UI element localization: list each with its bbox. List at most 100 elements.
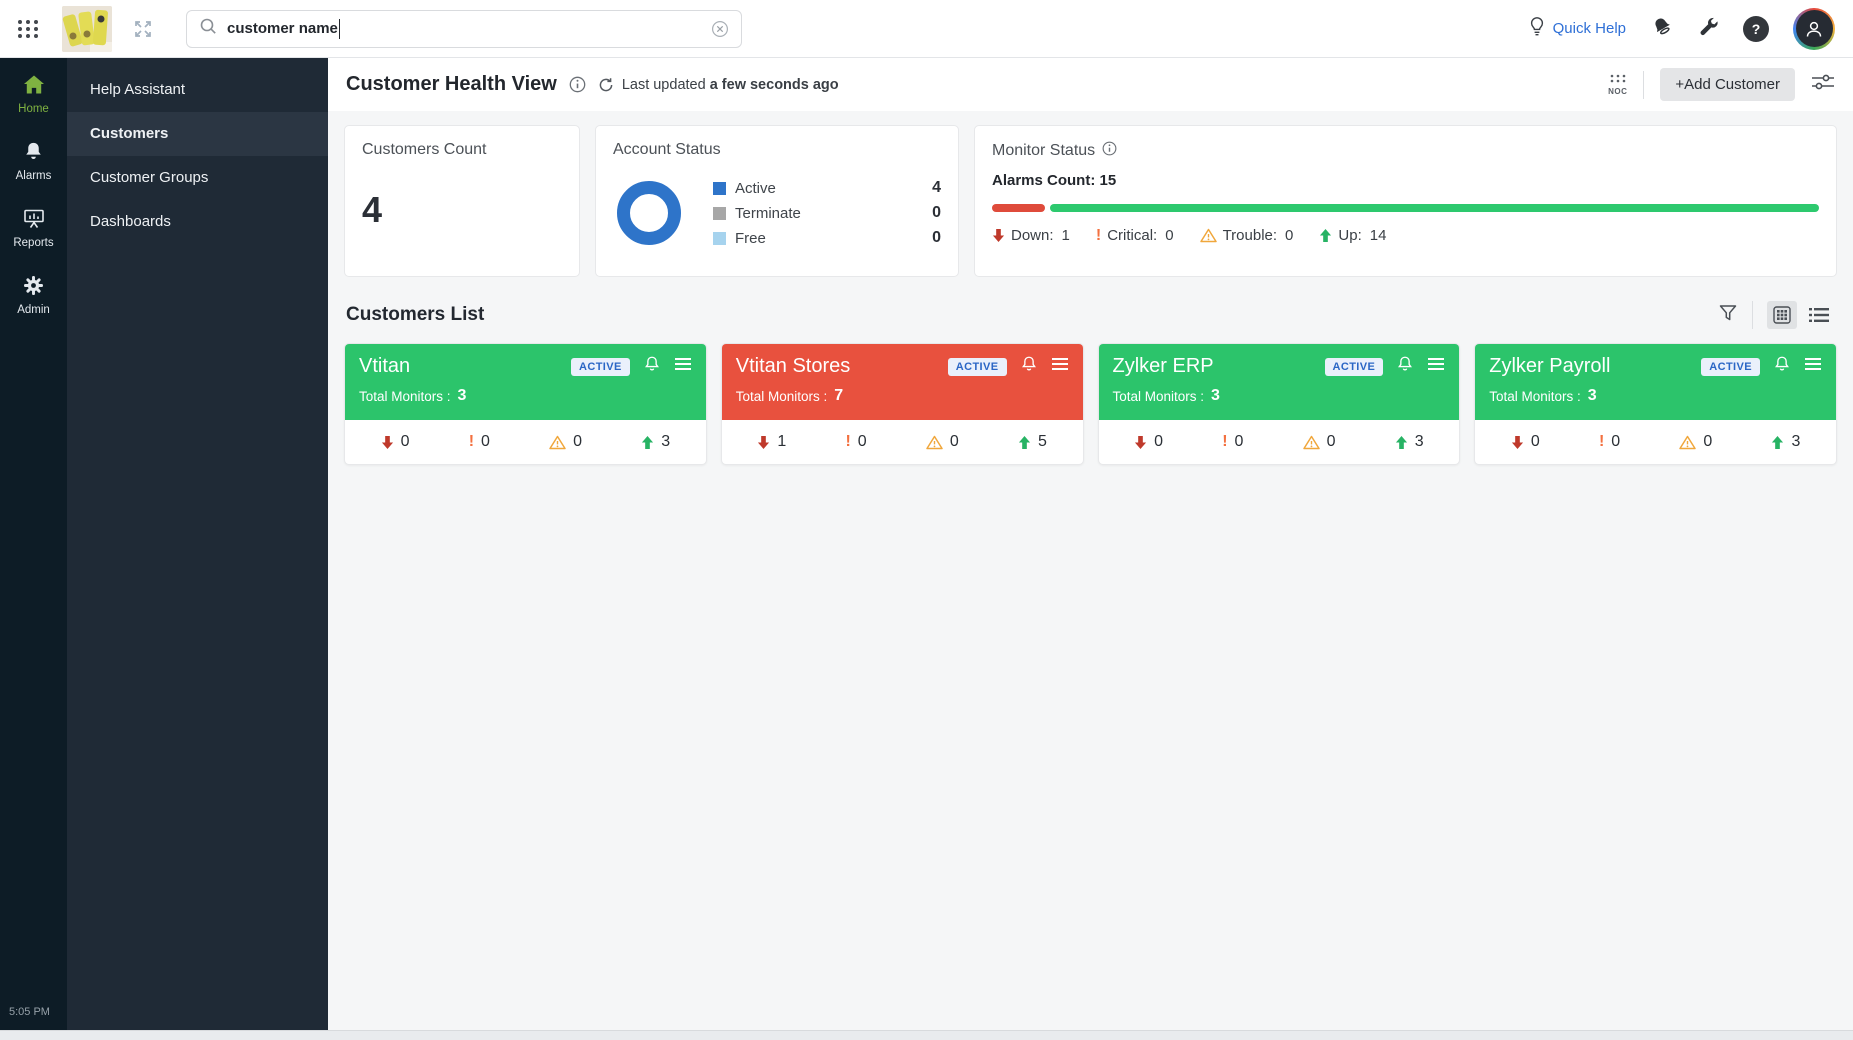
noc-label: NOC — [1608, 86, 1628, 96]
legend-value: 0 — [932, 204, 941, 221]
refresh-icon[interactable] — [598, 77, 614, 93]
sidebar-item-alarms[interactable]: Alarms — [16, 141, 51, 182]
bell-icon[interactable] — [643, 355, 661, 378]
stat-critical: ! 0 — [845, 433, 867, 450]
info-icon[interactable] — [569, 76, 586, 93]
bar-segment-up — [1049, 204, 1819, 212]
warning-triangle-icon — [549, 435, 566, 449]
hamburger-menu-icon[interactable] — [1051, 357, 1069, 376]
card-title: Account Status — [613, 141, 721, 158]
customers-count-card: Customers Count 4 — [344, 125, 580, 277]
quick-help-label: Quick Help — [1552, 20, 1626, 37]
fullscreen-icon[interactable] — [132, 18, 154, 40]
sidebar-item-customers[interactable]: Customers — [67, 112, 328, 156]
alarms-count: Alarms Count: 15 — [992, 172, 1117, 189]
search-icon — [199, 17, 217, 40]
warning-triangle-icon — [926, 435, 943, 449]
info-icon[interactable] — [1102, 141, 1117, 161]
search-value: customer name — [227, 20, 338, 37]
filter-icon[interactable] — [1718, 303, 1738, 328]
sidebar-item-customer-groups[interactable]: Customer Groups — [90, 169, 209, 186]
stat-critical: ! 0 — [1222, 433, 1244, 450]
reports-icon — [23, 208, 45, 234]
notification-bell-icon[interactable] — [1650, 15, 1674, 42]
customer-name[interactable]: Vtitan — [359, 355, 411, 377]
list-view-button[interactable] — [1803, 302, 1835, 328]
warning-triangle-icon — [1199, 228, 1217, 243]
page-header: Customer Health View Last updated a few … — [328, 58, 1853, 111]
account-status-donut-chart — [617, 181, 681, 245]
search-input[interactable]: customer name — [186, 9, 742, 48]
legend-row: Active 4 — [713, 179, 941, 197]
sidebar-rail: Home Alarms Reports — [0, 58, 67, 1030]
brand-logo-image[interactable] — [62, 5, 112, 52]
customers-count-value: 4 — [362, 189, 383, 230]
divider — [1643, 70, 1645, 99]
divider — [1752, 301, 1753, 329]
critical-icon: ! — [845, 433, 851, 450]
quick-help-link[interactable]: Quick Help — [1528, 16, 1626, 41]
noc-view-icon[interactable]: NOC — [1608, 74, 1627, 96]
customer-card-zylker-erp[interactable]: Zylker ERP ACTIVE Total Monitors :3 — [1097, 343, 1461, 465]
hamburger-menu-icon[interactable] — [1427, 357, 1445, 376]
sidebar-item-home[interactable]: Home — [18, 74, 49, 115]
up-arrow-icon — [1395, 435, 1407, 449]
add-customer-button[interactable]: +Add Customer — [1660, 68, 1795, 101]
up-arrow-icon — [1018, 435, 1031, 449]
customer-name[interactable]: Zylker ERP — [1112, 355, 1214, 377]
customers-list-title: Customers List — [346, 304, 485, 325]
legend-label: Active — [735, 179, 776, 197]
help-icon[interactable]: ? — [1743, 15, 1769, 42]
bell-icon[interactable] — [1773, 355, 1791, 378]
warning-triangle-icon — [1302, 435, 1320, 449]
account-status-card: Account Status Active 4 Terminate — [595, 125, 959, 277]
down-arrow-icon — [1511, 435, 1523, 449]
sliders-icon[interactable] — [1811, 73, 1835, 96]
customer-name[interactable]: Vtitan Stores — [735, 355, 851, 377]
sidebar-item-dashboards[interactable]: Dashboards — [90, 213, 171, 230]
stat-up: Up: 14 — [1319, 227, 1386, 244]
rail-label: Admin — [17, 304, 50, 316]
app-grid-icon[interactable] — [16, 17, 40, 41]
up-arrow-icon — [1320, 229, 1332, 242]
stat-down: Down: 1 — [992, 227, 1070, 244]
critical-icon: ! — [1222, 433, 1228, 450]
page-title: Customer Health View — [346, 73, 557, 95]
sidebar-item-reports[interactable]: Reports — [13, 208, 54, 249]
card-title: Customers Count — [362, 141, 487, 158]
hamburger-menu-icon[interactable] — [1804, 357, 1822, 376]
critical-icon: ! — [468, 433, 475, 450]
sidebar-item-help-assistant[interactable]: Help Assistant — [90, 81, 186, 98]
stat-trouble: 0 — [549, 433, 582, 451]
clear-search-icon[interactable] — [711, 20, 729, 38]
rail-label: Home — [18, 103, 49, 115]
sidebar-item-admin[interactable]: Admin — [17, 275, 50, 316]
customer-card-zylker-payroll[interactable]: Zylker Payroll ACTIVE Total Monitors :3 — [1474, 343, 1837, 465]
customer-card-vtitan[interactable]: Vtitan ACTIVE Total Monitors :3 0 — [344, 343, 707, 465]
bottom-scroll-strip[interactable] — [0, 1030, 1853, 1040]
avatar[interactable] — [1793, 7, 1835, 50]
status-badge: ACTIVE — [1701, 357, 1760, 376]
total-monitors: Total Monitors :7 — [735, 387, 844, 404]
total-monitors: Total Monitors :3 — [1112, 387, 1220, 404]
card-title: Monitor Status — [992, 142, 1096, 159]
bell-icon[interactable] — [1020, 355, 1038, 378]
status-badge: ACTIVE — [947, 357, 1007, 376]
stat-trouble: Trouble: 0 — [1199, 227, 1293, 244]
customer-name[interactable]: Zylker Payroll — [1489, 355, 1611, 377]
total-monitors: Total Monitors :3 — [359, 387, 467, 404]
up-arrow-icon — [1772, 435, 1784, 449]
customer-card-vtitan-stores[interactable]: Vtitan Stores ACTIVE Total Monitors :7 — [720, 343, 1084, 465]
down-arrow-icon — [758, 435, 770, 449]
bell-icon[interactable] — [1396, 355, 1414, 378]
legend-swatch-active — [713, 181, 726, 195]
stat-up: 3 — [1395, 433, 1424, 451]
tools-wrench-icon[interactable] — [1698, 16, 1719, 42]
sidebar-panel: Help Assistant Customers Customer Groups… — [67, 58, 328, 1030]
stat-critical: ! 0 — [1598, 433, 1621, 450]
account-status-legend: Active 4 Terminate 0 Free — [713, 179, 941, 247]
hamburger-menu-icon[interactable] — [674, 357, 692, 376]
grid-view-button[interactable] — [1767, 301, 1797, 329]
stat-trouble: 0 — [1302, 433, 1336, 451]
critical-icon: ! — [1095, 226, 1102, 244]
